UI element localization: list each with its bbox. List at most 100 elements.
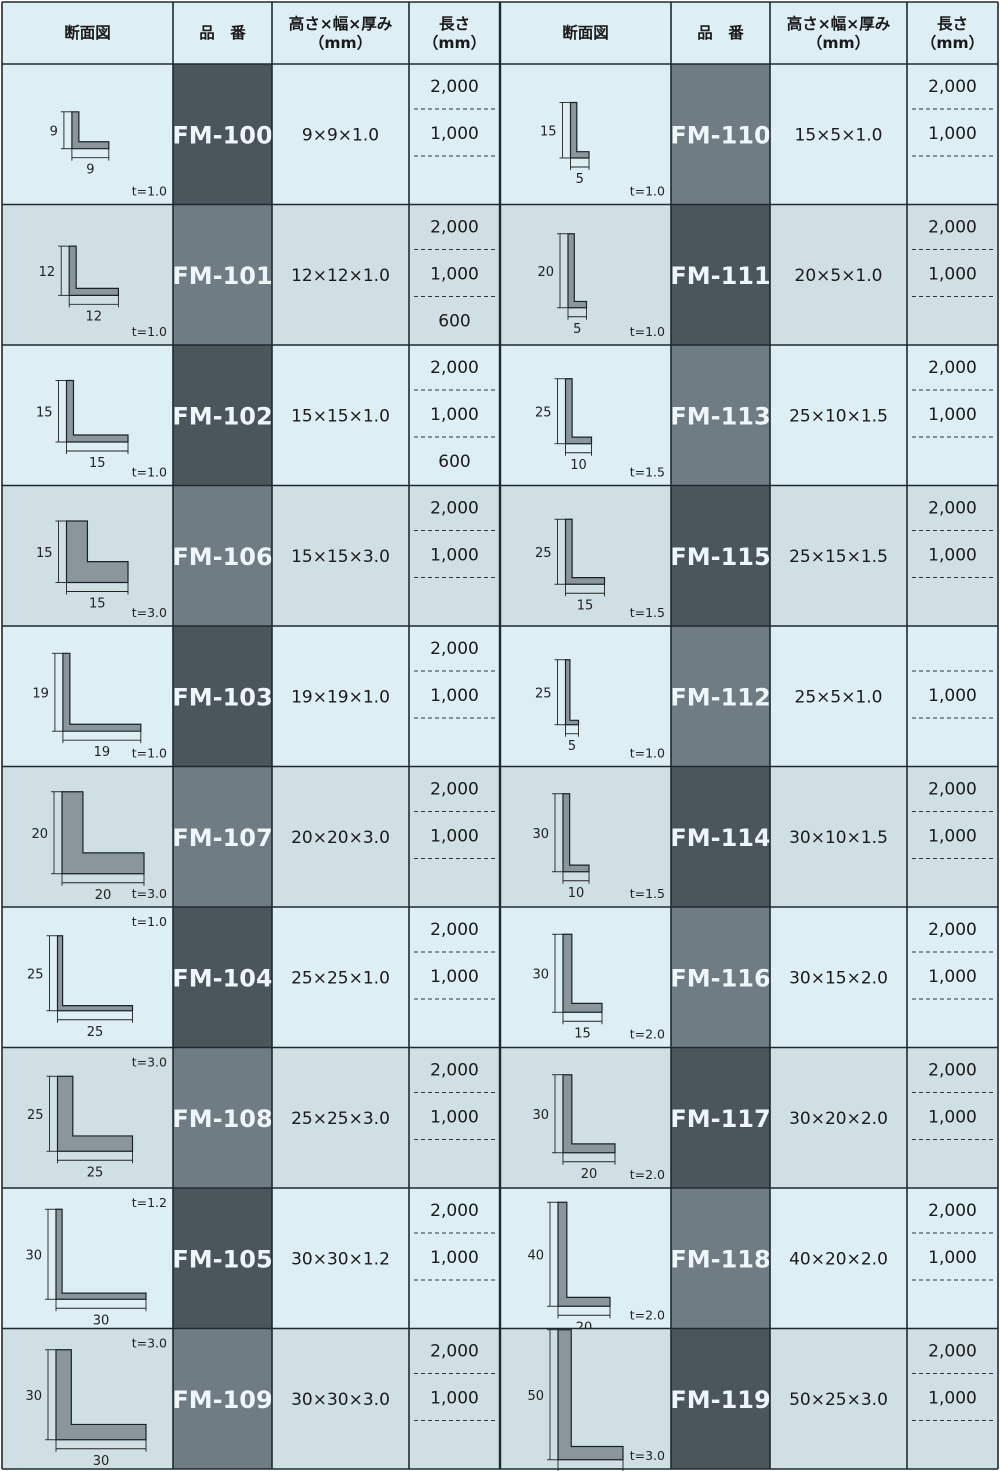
product-row-fm-118: FM-118 40×20×2.0 2,000 1,000 4020t=2.0 — [500, 1188, 998, 1335]
angle-profile-drawing: 30 20 t=2.0 — [532, 1074, 665, 1182]
code-cell — [173, 626, 272, 767]
height-dimension-label: 9 — [50, 124, 58, 139]
width-dimension-label: 30 — [93, 1454, 110, 1469]
length-option: 2,000 — [928, 218, 977, 238]
length-option: 2,000 — [430, 1201, 479, 1221]
width-dimension-label: 19 — [94, 745, 111, 760]
length-option: 1,000 — [928, 686, 977, 706]
length-option: 1,000 — [430, 1389, 479, 1409]
thickness-label: t=1.2 — [132, 1195, 167, 1210]
product-code: FM-116 — [670, 964, 770, 992]
length-option: 2,000 — [430, 77, 479, 97]
length-option: 1,000 — [928, 405, 977, 425]
code-cell — [173, 64, 272, 205]
width-dimension-label: 30 — [93, 1313, 110, 1328]
product-row-fm-105: FM-105 30×30×1.2 2,000 1,000 30 30 t=1.2 — [2, 1188, 500, 1329]
product-row-fm-108: FM-108 25×25×3.0 2,000 1,000 25 25 t=3.0 — [2, 1047, 500, 1188]
length-option: 1,000 — [928, 546, 977, 566]
product-code: FM-107 — [172, 824, 272, 852]
product-row-fm-102: FM-102 15×15×1.0 2,000 1,000 600 15 15 t=1.0 — [2, 345, 500, 486]
product-row-fm-106: FM-106 15×15×3.0 2,000 1,000 15 15 t=3.0 — [2, 485, 500, 626]
length-option: 2,000 — [928, 1061, 977, 1081]
product-row-fm-116: FM-116 30×15×2.0 2,000 1,000 30 15 t=2.0 — [500, 907, 998, 1048]
product-code: FM-109 — [172, 1386, 272, 1414]
height-dimension-label: 15 — [36, 546, 53, 561]
header-size: 高さ×幅×厚み — [787, 14, 891, 33]
product-size: 30×30×3.0 — [291, 1390, 390, 1410]
length-option: 2,000 — [928, 1201, 977, 1221]
product-size: 50×25×3.0 — [789, 1390, 888, 1410]
height-dimension-label: 15 — [36, 405, 53, 420]
thickness-label: t=1.0 — [132, 746, 167, 761]
code-cell — [671, 1188, 770, 1329]
code-cell — [173, 1328, 272, 1469]
product-row-fm-119: FM-119 50×25×3.0 2,000 1,000 5025t=3.0 — [500, 1328, 998, 1471]
product-size: 40×20×2.0 — [789, 1249, 888, 1269]
length-option: 600 — [438, 452, 470, 472]
product-row-fm-107: FM-107 20×20×3.0 2,000 1,000 20 20 t=3.0 — [2, 766, 500, 907]
angle-profile-drawing: 25 5 t=1.0 — [535, 659, 665, 761]
length-option: 1,000 — [928, 265, 977, 285]
length-option: 1,000 — [430, 827, 479, 847]
height-dimension-label: 25 — [27, 1108, 44, 1123]
product-code: FM-102 — [172, 402, 272, 430]
product-code: FM-100 — [172, 121, 272, 149]
product-size: 25×15×1.5 — [789, 547, 888, 567]
thickness-label: t=3.0 — [132, 605, 167, 620]
product-code: FM-101 — [172, 262, 272, 290]
header-size-unit: （mm） — [807, 34, 870, 52]
code-cell — [671, 1047, 770, 1188]
product-size: 25×25×1.0 — [291, 968, 390, 988]
product-size: 25×5×1.0 — [795, 687, 883, 707]
angle-profile-drawing: 25 15 t=1.5 — [535, 518, 665, 620]
product-row-fm-112: FM-112 25×5×1.0 1,000 25 5 t=1.0 — [500, 626, 998, 767]
length-option: 1,000 — [430, 265, 479, 285]
width-dimension-label: 20 — [581, 1167, 598, 1182]
thickness-label: t=2.0 — [630, 1308, 665, 1323]
angle-profile-drawing: 30 30 t=3.0 — [25, 1336, 167, 1469]
length-option: 2,000 — [430, 780, 479, 800]
width-dimension-label: 5 — [576, 172, 584, 187]
code-cell — [671, 345, 770, 486]
header-length-unit: （mm） — [423, 34, 486, 52]
product-row-fm-115: FM-115 25×15×1.5 2,000 1,000 25 15 t=1.5 — [500, 485, 998, 626]
length-option: 2,000 — [928, 499, 977, 519]
header-length-unit: （mm） — [921, 34, 984, 52]
product-code: FM-111 — [670, 262, 770, 290]
angle-profile-drawing: 25 10 t=1.5 — [535, 378, 665, 480]
length-option: 2,000 — [430, 358, 479, 378]
length-option: 1,000 — [430, 405, 479, 425]
height-dimension-label: 25 — [535, 405, 552, 420]
width-dimension-label: 15 — [574, 1026, 591, 1041]
product-size: 12×12×1.0 — [291, 266, 390, 286]
product-row-fm-111: FM-111 20×5×1.0 2,000 1,000 20 5 t=1.0 — [500, 204, 998, 345]
code-cell — [671, 626, 770, 767]
product-size: 25×25×3.0 — [291, 1109, 390, 1129]
product-size: 19×19×1.0 — [291, 687, 390, 707]
code-cell — [671, 204, 770, 345]
thickness-label: t=1.5 — [630, 605, 665, 620]
thickness-label: t=1.0 — [630, 324, 665, 339]
width-dimension-label: 9 — [86, 163, 94, 178]
thickness-label: t=3.0 — [132, 886, 167, 901]
product-size: 15×15×3.0 — [291, 547, 390, 567]
angle-profile-drawing: 5025t=3.0 — [527, 1329, 665, 1471]
angle-profile-drawing: 9 9 t=1.0 — [50, 111, 167, 199]
length-option: 2,000 — [928, 77, 977, 97]
product-code: FM-106 — [172, 543, 272, 571]
width-dimension-label: 15 — [89, 456, 106, 471]
width-dimension-label: 10 — [568, 886, 585, 901]
height-dimension-label: 30 — [532, 827, 549, 842]
angle-profile-drawing: 30 15 t=2.0 — [532, 933, 665, 1042]
code-cell — [671, 907, 770, 1048]
code-cell — [671, 485, 770, 626]
code-cell — [173, 1047, 272, 1188]
length-option: 2,000 — [430, 639, 479, 659]
angle-profile-drawing: 30 10 t=1.5 — [532, 793, 665, 901]
header-length: 長さ — [439, 15, 470, 33]
code-cell — [173, 766, 272, 907]
product-code: FM-119 — [670, 1386, 770, 1414]
angle-profile-drawing: 12 12 t=1.0 — [39, 245, 167, 339]
header-size-unit: （mm） — [309, 34, 372, 52]
height-dimension-label: 30 — [532, 1108, 549, 1123]
